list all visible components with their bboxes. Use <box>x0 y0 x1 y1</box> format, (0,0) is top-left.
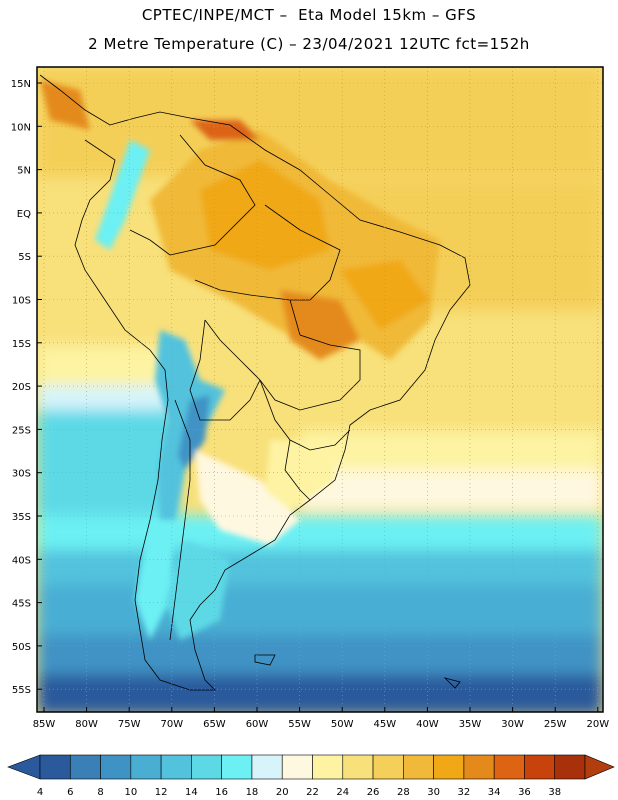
map-frame <box>36 66 604 713</box>
lon-label: 65W <box>203 719 226 730</box>
lat-label: 15S <box>12 339 31 350</box>
lon-label: 55W <box>288 719 311 730</box>
lat-label: 30S <box>12 469 31 480</box>
colorbar-arrow-low <box>7 754 41 780</box>
colorbar-label: 20 <box>276 787 289 798</box>
lat-label: 10S <box>12 296 31 307</box>
colorbar-bin <box>69 754 101 780</box>
colorbar-label: 24 <box>336 787 349 798</box>
lat-label: 45S <box>12 599 31 610</box>
lon-label: 70W <box>160 719 183 730</box>
lon-label: 75W <box>118 719 141 730</box>
lat-label: 10N <box>11 122 31 133</box>
lat-label: 5S <box>18 252 31 263</box>
colorbar-label: 18 <box>246 787 259 798</box>
colorbar-bin <box>342 754 374 780</box>
colorbar-bin <box>554 754 586 780</box>
lon-label: 20W <box>586 719 609 730</box>
colorbar-label: 26 <box>367 787 380 798</box>
colorbar-label: 8 <box>97 787 103 798</box>
lat-label: 5N <box>17 166 31 177</box>
colorbar-bin <box>372 754 404 780</box>
longitude-labels: 85W 80W 75W 70W 65W 60W 55W 50W 45W 40W 35W 30W 25W 2… <box>33 707 609 730</box>
lat-label: 25S <box>12 425 31 436</box>
colorbar-bin <box>39 754 71 780</box>
map-title: CPTEC/INPE/MCT – Eta Model 15km – GFS <box>141 6 477 24</box>
colorbar-bin <box>251 754 283 780</box>
colorbar-label: 34 <box>488 787 501 798</box>
lon-label: 50W <box>331 719 354 730</box>
lon-label: 40W <box>416 719 439 730</box>
map-subtitle: 2 Metre Temperature (C) – 23/04/2021 12U… <box>88 35 530 53</box>
colorbar-bin <box>433 754 465 780</box>
colorbar-label: 4 <box>37 787 43 798</box>
colorbar-label: 10 <box>124 787 137 798</box>
coastline <box>39 74 471 691</box>
colorbar-label: 28 <box>397 787 410 798</box>
colorbar-bin <box>281 754 313 780</box>
colorbar-bin <box>191 754 222 780</box>
lon-label: 25W <box>544 719 567 730</box>
colorbar-bin <box>160 754 192 780</box>
colorbar-label: 6 <box>67 787 73 798</box>
lon-label: 85W <box>33 719 56 730</box>
colorbar-bin <box>100 754 132 780</box>
colorbar-label: 36 <box>518 787 531 798</box>
colorbar-label: 38 <box>548 787 561 798</box>
colorbar-label: 16 <box>215 787 228 798</box>
lon-label: 60W <box>246 719 269 730</box>
colorbar-bin <box>403 754 434 780</box>
colorbar-label: 32 <box>458 787 471 798</box>
lon-label: 30W <box>501 719 524 730</box>
colorbar-bin <box>524 754 556 780</box>
colorbar-bin <box>312 754 344 780</box>
colorbar-bin <box>493 754 525 780</box>
lat-label: 50S <box>12 642 31 653</box>
colorbar-arrow-high <box>584 754 615 780</box>
colorbar-bin <box>130 754 162 780</box>
colorbar-label: 12 <box>155 787 168 798</box>
colorbar: 4 6 8 10 12 14 16 18 20 22 24 26 28 30 32 34 36 38 <box>7 754 615 798</box>
colorbar-label: 30 <box>427 787 440 798</box>
lat-label: 55S <box>12 685 31 696</box>
colorbar-label: 22 <box>306 787 319 798</box>
lat-label: 40S <box>12 555 31 566</box>
lat-label: 20S <box>12 382 31 393</box>
latitude-labels: 15N 10N 5N EQ 5S 10S 15S 20S 25S 30S 35S 40S 45S 50S 5… <box>11 79 42 696</box>
colorbar-label: 14 <box>185 787 198 798</box>
lat-label: EQ <box>17 209 31 220</box>
lon-label: 35W <box>459 719 482 730</box>
temperature-field <box>37 67 603 712</box>
lon-label: 80W <box>75 719 98 730</box>
lat-label: 35S <box>12 512 31 523</box>
lon-label: 45W <box>373 719 396 730</box>
lat-label: 15N <box>11 79 31 90</box>
colorbar-bin <box>221 754 253 780</box>
colorbar-bin <box>463 754 495 780</box>
